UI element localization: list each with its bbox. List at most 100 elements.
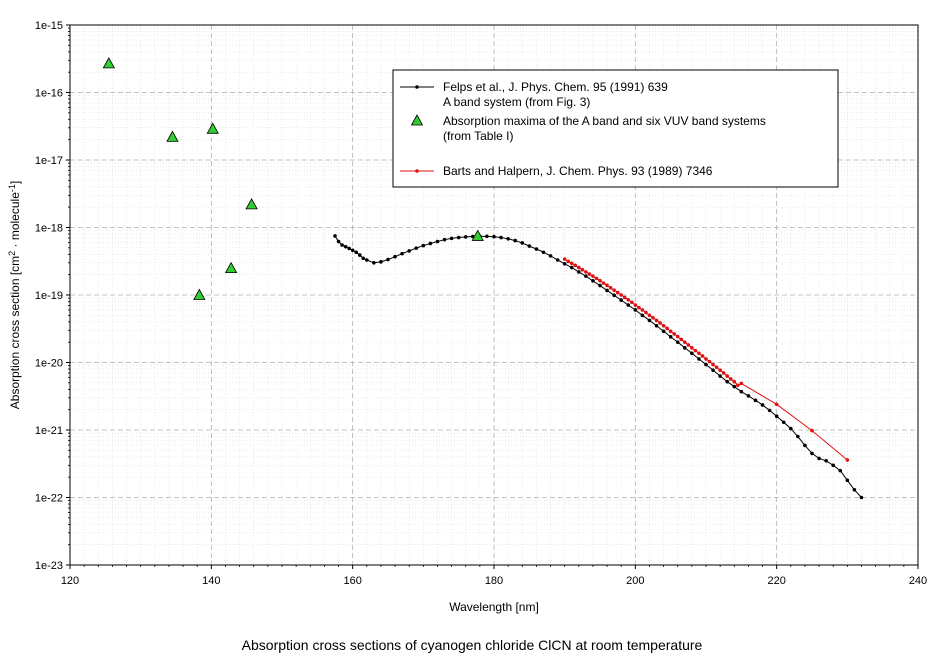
data-point-2 [721, 371, 726, 375]
data-point-2 [654, 318, 659, 323]
data-point-2 [601, 281, 606, 285]
legend-marker-barts [415, 169, 419, 173]
data-point-0 [711, 368, 715, 372]
data-point-0 [697, 357, 701, 361]
data-point-0 [612, 293, 616, 298]
data-point-0 [449, 236, 454, 241]
data-point-0 [365, 258, 369, 262]
data-point-2 [845, 458, 850, 462]
data-point-2 [693, 348, 698, 353]
data-point-2 [647, 313, 652, 318]
series-layer [102, 57, 864, 500]
data-point-0 [831, 463, 835, 468]
data-point-0 [577, 270, 581, 274]
data-point-2 [577, 265, 581, 270]
data-point-0 [605, 288, 609, 293]
data-point-2 [630, 300, 634, 305]
data-point-0 [336, 239, 341, 244]
data-point-2 [732, 379, 737, 384]
data-point-2 [651, 315, 655, 320]
legend-entry-maxima: Absorption maxima of the A band and six … [410, 114, 766, 143]
y-axis-title-part: · molecule [8, 192, 22, 251]
data-point-0 [428, 241, 433, 246]
data-point-0 [781, 420, 786, 425]
data-point-0 [661, 329, 666, 334]
data-point-2 [683, 340, 687, 344]
data-point-2 [580, 267, 585, 272]
data-point-0 [739, 389, 744, 394]
y-tick-label: 1e-15 [35, 20, 63, 32]
data-point-2 [640, 308, 645, 312]
data-point-0 [520, 241, 525, 245]
data-point-0 [838, 468, 843, 473]
data-point-2 [707, 359, 712, 364]
data-point-0 [354, 250, 359, 255]
data-point-0 [340, 243, 344, 247]
data-point-2 [661, 323, 666, 328]
data-point-0 [640, 313, 645, 318]
legend-box [392, 69, 839, 188]
data-point-2 [665, 326, 669, 331]
legend-entry-barts: Barts and Halpern, J. Chem. Phys. 93 (19… [400, 164, 713, 178]
data-point-2 [591, 274, 595, 278]
y-tick-label: 1e-23 [35, 560, 63, 572]
data-point-0 [774, 414, 779, 419]
data-point-2 [658, 321, 662, 325]
data-point-2 [697, 351, 701, 356]
data-point-0 [845, 478, 850, 483]
y-axis-title-part: ] [8, 181, 22, 184]
data-point-0 [803, 443, 807, 448]
legend-marker-felps [415, 85, 419, 89]
data-point-2 [711, 362, 715, 367]
x-tick-label: 140 [202, 575, 220, 587]
data-point-0 [633, 308, 638, 312]
data-point-0 [789, 426, 793, 431]
data-point-2 [644, 310, 648, 315]
y-axis-title-superscript: -1 [7, 184, 17, 192]
data-point-0 [767, 408, 772, 413]
data-point-0 [675, 340, 680, 344]
y-tick-label: 1e-16 [35, 88, 63, 100]
y-axis-title-superscript: 2 [7, 251, 17, 256]
absorption-maximum-marker [102, 57, 116, 69]
data-point-0 [810, 451, 814, 456]
legend-label-maxima: Absorption maxima of the A band and six … [443, 114, 766, 128]
data-point-0 [386, 257, 390, 262]
data-point-2 [608, 285, 613, 290]
absorption-maximum-marker [206, 122, 219, 134]
legend-label-felps: Felps et al., J. Phys. Chem. 95 (1991) 6… [443, 80, 668, 94]
data-point-2 [668, 329, 673, 334]
data-point-0 [414, 246, 419, 250]
chart-caption: Absorption cross sections of cyanogen ch… [241, 637, 703, 653]
x-tick-label: 180 [485, 575, 503, 587]
data-point-2 [562, 257, 567, 261]
absorption-maximum-marker [471, 229, 484, 241]
data-point-0 [817, 456, 821, 461]
data-point-0 [343, 244, 348, 249]
data-point-0 [732, 384, 737, 389]
data-point-0 [760, 403, 765, 407]
legend-marker-maxima [410, 114, 424, 126]
absorption-maximum-marker [245, 198, 258, 210]
data-point-2 [569, 261, 574, 266]
absorption-maximum-marker [224, 261, 238, 274]
data-point-2 [615, 290, 620, 295]
y-tick-label: 1e-21 [35, 425, 63, 437]
data-point-0 [421, 243, 426, 248]
data-point-0 [534, 247, 539, 251]
y-tick-label: 1e-20 [35, 358, 63, 370]
data-point-2 [637, 305, 641, 310]
legend-entry-felps: Felps et al., J. Phys. Chem. 95 (1991) 6… [400, 80, 668, 109]
data-point-0 [746, 394, 751, 398]
data-point-0 [393, 254, 397, 259]
data-point-0 [350, 248, 355, 253]
data-point-0 [562, 261, 567, 266]
data-point-0 [725, 379, 729, 384]
data-point-0 [548, 254, 553, 258]
data-point-0 [683, 346, 687, 350]
data-point-2 [736, 383, 740, 388]
data-point-0 [463, 235, 468, 239]
data-point-0 [333, 234, 337, 238]
legend-label-maxima-line2: (from Table I) [443, 129, 513, 143]
